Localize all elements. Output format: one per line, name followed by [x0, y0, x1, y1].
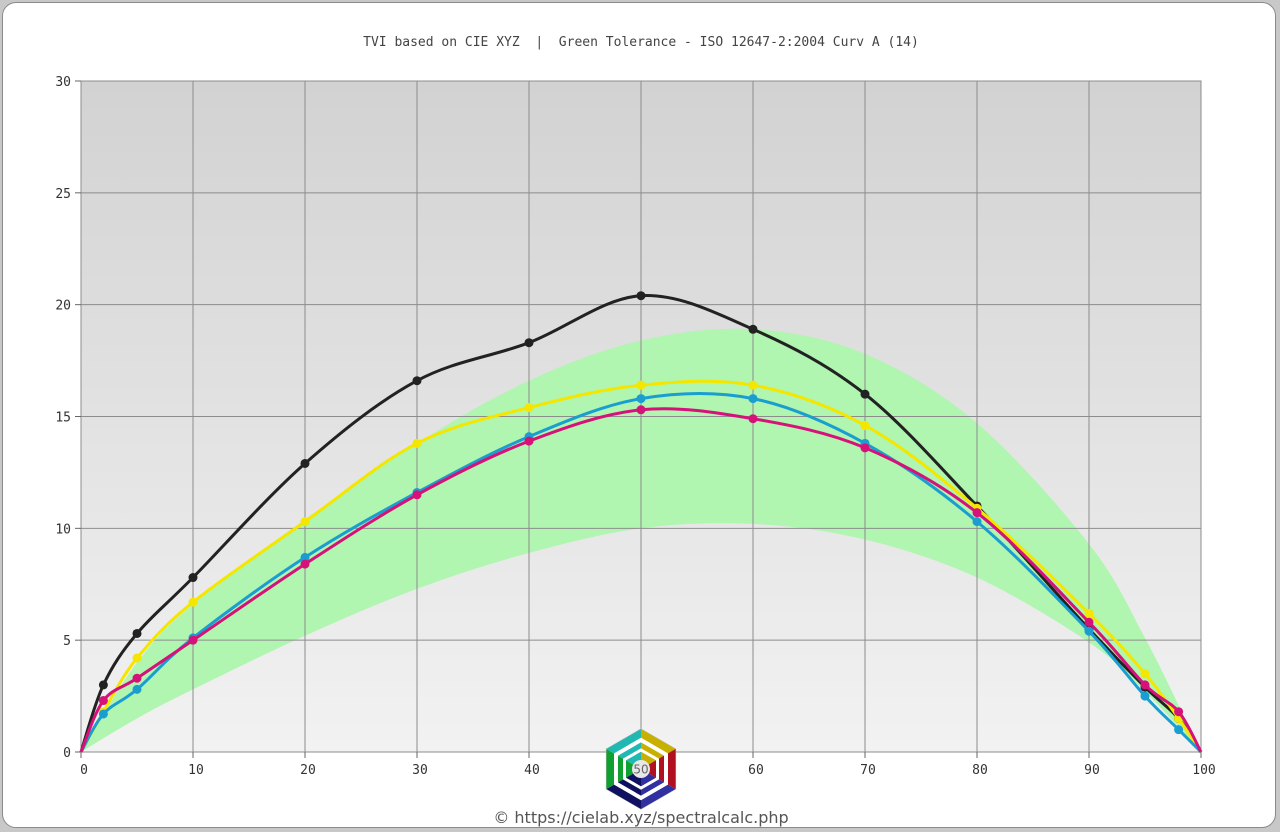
y-tick-label: 15	[55, 411, 71, 426]
x-tick-label: 70	[860, 763, 876, 778]
x-tick-label: 90	[1084, 763, 1100, 778]
data-point	[1140, 691, 1150, 701]
data-point	[860, 420, 870, 430]
data-point	[300, 458, 310, 468]
data-point	[188, 597, 198, 607]
data-point	[98, 680, 108, 690]
data-point	[860, 389, 870, 399]
x-tick-label: 80	[972, 763, 988, 778]
data-point	[132, 673, 142, 683]
data-point	[132, 628, 142, 638]
x-tick-label: 20	[300, 763, 316, 778]
data-point	[748, 324, 758, 334]
x-tick-label: 60	[748, 763, 764, 778]
data-point	[1084, 626, 1094, 636]
data-point	[636, 380, 646, 390]
cielab-logo-icon: 50	[605, 728, 677, 810]
data-point	[412, 438, 422, 448]
chart-title: TVI based on CIE XYZ | Green Tolerance -…	[363, 35, 919, 50]
data-point	[132, 684, 142, 694]
x-tick-label: 0	[80, 763, 88, 778]
y-tick-label: 5	[63, 634, 71, 649]
y-tick-label: 30	[55, 75, 71, 90]
data-point	[1084, 617, 1094, 627]
data-point	[188, 573, 198, 583]
data-point	[188, 635, 198, 645]
data-point	[748, 414, 758, 424]
data-point	[748, 394, 758, 404]
data-point	[98, 709, 108, 719]
data-point	[636, 405, 646, 415]
y-tick-label: 10	[55, 522, 71, 537]
credit-text: © https://cielab.xyz/spectralcalc.php	[493, 808, 788, 827]
data-point	[1174, 707, 1184, 717]
data-point	[1140, 669, 1150, 679]
data-point	[300, 552, 310, 562]
data-point	[972, 508, 982, 518]
data-point	[412, 490, 422, 500]
data-point	[300, 559, 310, 569]
y-tick-label: 20	[55, 299, 71, 314]
data-point	[524, 436, 534, 446]
x-tick-label: 40	[524, 763, 540, 778]
data-point	[636, 291, 646, 301]
data-point	[860, 443, 870, 453]
data-point	[1174, 725, 1184, 735]
data-point	[636, 394, 646, 404]
tolerance-band	[81, 328, 1201, 752]
data-point	[524, 403, 534, 413]
tolerance-band-layer	[81, 328, 1201, 752]
chart: 0 10 20 30 40 50 60 70 80 90 100 0 5 10 15 20 25 30 TVI b…	[55, 35, 1215, 827]
data-point	[748, 380, 758, 390]
data-point	[300, 517, 310, 527]
y-tick-label: 0	[63, 746, 71, 761]
data-point	[98, 696, 108, 706]
data-point	[524, 338, 534, 348]
series-layer	[79, 291, 1203, 754]
data-point	[972, 517, 982, 527]
logo-label: 50	[633, 763, 648, 777]
tick-label-layer: 0 10 20 30 40 50 60 70 80 90 100 0 5 10 15 20 25 30	[55, 75, 1215, 778]
data-point	[132, 653, 142, 663]
x-tick-label: 100	[1192, 763, 1215, 778]
data-point	[1084, 608, 1094, 618]
data-point	[1140, 680, 1150, 690]
data-point	[412, 376, 422, 386]
x-tick-label: 30	[412, 763, 428, 778]
x-tick-label: 10	[188, 763, 204, 778]
y-tick-label: 25	[55, 187, 71, 202]
